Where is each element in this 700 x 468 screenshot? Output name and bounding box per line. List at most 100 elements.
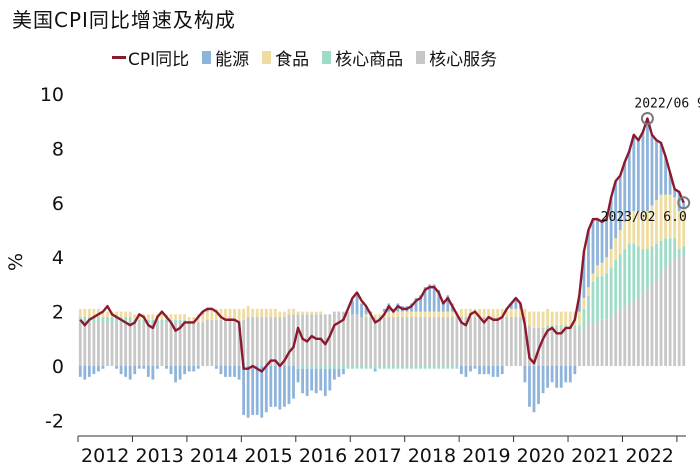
bar-segment	[133, 314, 137, 320]
bar-segment	[351, 314, 354, 366]
bar-segment	[555, 366, 559, 388]
bar-segment	[246, 306, 250, 318]
bar-segment	[541, 311, 545, 328]
bar-segment	[437, 311, 441, 318]
bar-segment	[609, 249, 613, 269]
bar-segment	[618, 230, 622, 255]
bar-segment	[605, 257, 608, 274]
bar-segment	[314, 368, 318, 394]
latest-annotation: 2023/02 6.0	[601, 210, 687, 225]
bar-segment	[664, 268, 667, 366]
bar-segment	[337, 311, 341, 366]
bar-segment	[219, 319, 223, 366]
bar-segment	[260, 366, 264, 418]
bar-segment	[550, 366, 554, 383]
bar-segment	[387, 311, 391, 318]
bar-segment	[192, 322, 196, 366]
bar-segment	[219, 366, 223, 375]
bar-segment	[106, 311, 109, 318]
bar-segment	[233, 308, 236, 320]
bar-segment	[441, 317, 445, 366]
bar-segment	[369, 366, 373, 369]
y-tick-label: 10	[40, 84, 64, 106]
bar-segment	[92, 317, 96, 323]
bar-segment	[446, 295, 450, 312]
bar-segment	[627, 303, 631, 366]
bar-segment	[328, 368, 332, 391]
bar-segment	[423, 366, 427, 369]
bar-segment	[432, 284, 436, 312]
bar-segment	[401, 311, 404, 318]
bar-segment	[92, 308, 96, 318]
bar-segment	[582, 298, 586, 309]
bar-segment	[446, 311, 450, 318]
bar-segment	[391, 366, 395, 369]
bar-segment	[151, 322, 155, 366]
bar-segment	[591, 281, 595, 323]
bar-segment	[668, 194, 672, 239]
bar-segment	[110, 322, 114, 366]
bar-segment	[550, 327, 554, 366]
bar-segment	[396, 311, 400, 318]
bar-segment	[305, 368, 309, 396]
bar-segment	[355, 295, 359, 315]
bar-segment	[124, 322, 128, 366]
bar-segment	[378, 366, 382, 369]
bar-segment	[214, 319, 218, 366]
bar-segment	[323, 368, 327, 396]
bar-segment	[237, 319, 241, 366]
bar-segment	[450, 311, 454, 318]
bar-segment	[650, 205, 654, 247]
y-tick-label: 8	[52, 138, 64, 160]
bar-segment	[682, 202, 686, 209]
bar-segment	[514, 317, 518, 366]
bar-segment	[677, 257, 681, 366]
chart-title: 美国CPI同比增速及构成	[12, 8, 236, 32]
bar-segment	[119, 322, 123, 366]
legend-label-food: 食品	[275, 50, 310, 70]
bar-segment	[115, 311, 118, 318]
bar-segment	[577, 295, 581, 312]
bar-segment	[464, 366, 468, 377]
bar-segment	[577, 311, 581, 326]
bar-segment	[568, 366, 572, 383]
bar-segment	[609, 317, 613, 366]
bar-segment	[115, 317, 118, 323]
bar-segment	[83, 322, 87, 366]
bar-segment	[224, 319, 227, 366]
bar-segment	[378, 314, 382, 318]
bar-segment	[410, 311, 413, 318]
bar-segment	[260, 308, 264, 318]
bar-segment	[305, 366, 309, 369]
bar-segment	[287, 366, 291, 405]
bar-segment	[523, 308, 527, 318]
bar-segment	[564, 325, 568, 328]
bar-segment	[78, 317, 82, 323]
bar-segment	[174, 366, 177, 383]
bar-segment	[646, 289, 649, 366]
bar-segment	[319, 311, 323, 315]
bar-segment	[523, 317, 527, 366]
bar-segment	[92, 366, 96, 375]
bar-segment	[124, 317, 128, 323]
bar-segment	[360, 317, 363, 366]
bar-segment	[414, 298, 418, 312]
bar-segment	[97, 366, 100, 372]
bar-segment	[332, 311, 336, 366]
bar-segment	[432, 366, 436, 369]
bar-segment	[269, 317, 273, 366]
bar-segment	[532, 311, 536, 328]
bar-segment	[92, 322, 96, 366]
bar-segment	[441, 300, 445, 312]
bar-segment	[564, 311, 568, 326]
legend-item-food: 食品	[262, 45, 309, 70]
bar-segment	[314, 314, 318, 366]
bar-segment	[528, 366, 531, 407]
bar-segment	[591, 322, 595, 366]
bar-segment	[410, 317, 413, 366]
x-tick-label: 2014	[190, 445, 238, 467]
y-tick-label: 4	[52, 247, 64, 269]
x-tick-label: 2019	[462, 445, 510, 467]
bar-segment	[605, 219, 608, 258]
bar-segment	[133, 322, 137, 366]
